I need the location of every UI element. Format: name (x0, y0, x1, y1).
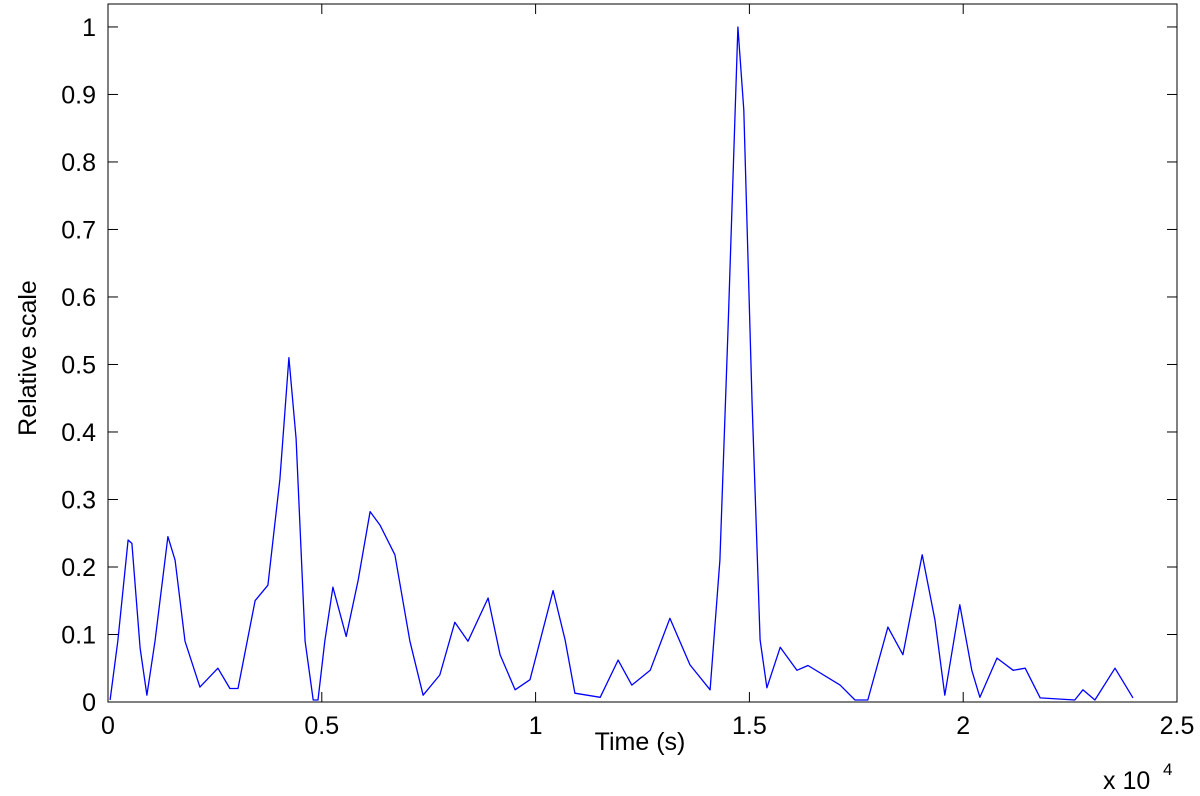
y-tick-label: 0.5 (61, 351, 96, 379)
x-tick-label: 1 (529, 712, 543, 740)
y-tick-label: 0 (82, 689, 96, 717)
y-tick-label: 0.8 (61, 149, 96, 177)
y-tick-label: 0.3 (61, 486, 96, 514)
x-tick-label: 2.5 (1160, 712, 1195, 740)
y-tick-label: 0.7 (61, 216, 96, 244)
x-tick-label: 0.5 (304, 712, 339, 740)
x-tick-label: 0 (101, 712, 115, 740)
data-line (109, 26, 1134, 701)
y-tick-label: 0.4 (61, 419, 96, 447)
y-tick-label: 0.9 (61, 81, 96, 109)
y-tick-label: 0.1 (61, 621, 96, 649)
y-tick-label: 0.6 (61, 284, 96, 312)
x-multiplier-exponent: 4 (1163, 760, 1172, 779)
y-tick-label: 1 (82, 14, 96, 42)
x-tick-label: 1.5 (732, 712, 767, 740)
y-tick-label: 0.2 (61, 554, 96, 582)
plot-frame (107, 3, 1178, 703)
x-multiplier: x 10 (1103, 767, 1150, 795)
x-tick-label: 2 (956, 712, 970, 740)
x-axis-label: Time (s) (595, 728, 686, 756)
y-axis-label: Relative scale (14, 280, 42, 436)
